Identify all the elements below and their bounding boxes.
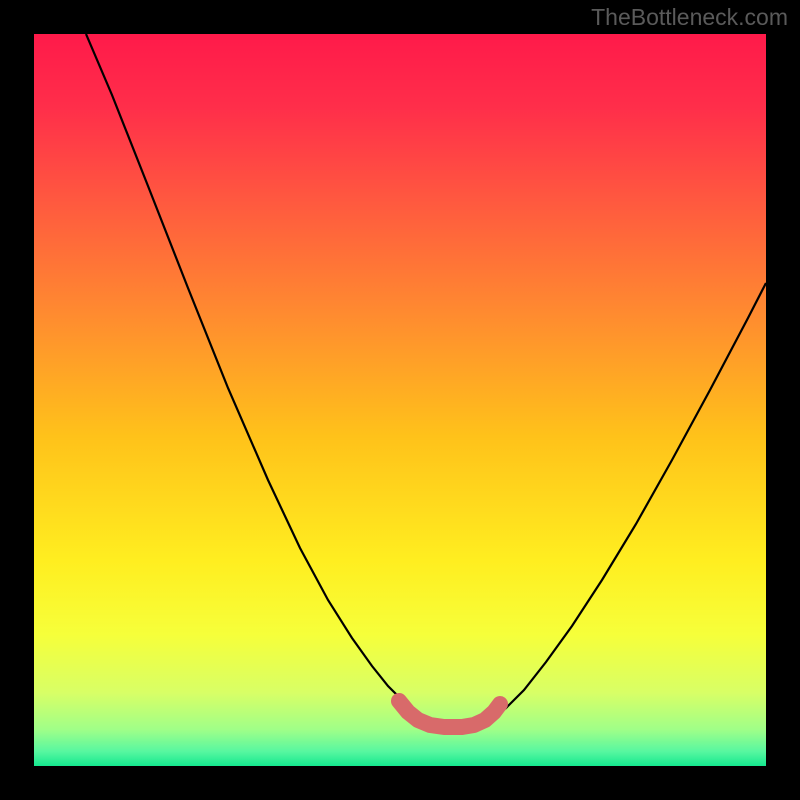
chart-svg — [0, 0, 800, 800]
plot-container: TheBottleneck.com — [0, 0, 800, 800]
highlight-dot — [392, 694, 406, 708]
watermark-text: TheBottleneck.com — [591, 4, 788, 31]
gradient-background — [34, 34, 766, 766]
chart-frame: TheBottleneck.com — [0, 0, 800, 800]
